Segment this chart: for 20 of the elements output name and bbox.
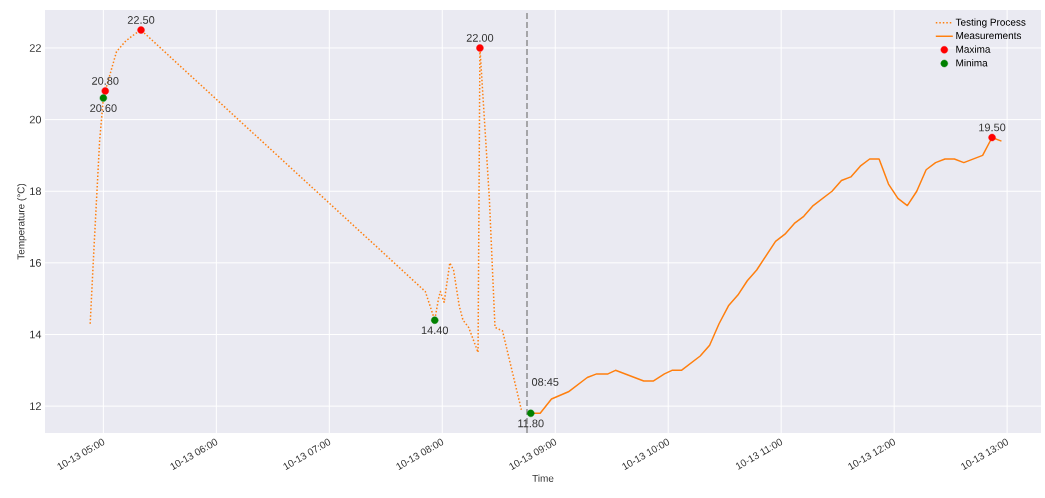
legend-label: Measurements xyxy=(956,32,1022,40)
data-label: 20.60 xyxy=(90,104,117,113)
y-tick-label: 20 xyxy=(29,115,42,124)
legend-label: Minima xyxy=(956,59,988,67)
data-label: 22.50 xyxy=(127,16,155,24)
ref-line-label: 08:45 xyxy=(531,378,559,386)
data-label: 22.00 xyxy=(466,34,494,42)
y-tick-label: 18 xyxy=(30,187,41,196)
y-axis-title: Temperature (°C) xyxy=(17,183,27,260)
y-tick-label: 14 xyxy=(30,330,42,339)
y-tick-label: 22 xyxy=(29,44,41,52)
y-tick-label: 12 xyxy=(30,402,41,410)
data-label: 11.80 xyxy=(518,419,544,428)
data-label: 14.40 xyxy=(421,326,449,335)
legend-label: Maxima xyxy=(956,45,991,53)
x-axis-title: Time xyxy=(532,474,554,482)
legend-label: Testing Process xyxy=(955,18,1026,28)
data-label: 20.80 xyxy=(92,77,119,85)
data-label: 19.50 xyxy=(979,123,1006,132)
y-tick-label: 16 xyxy=(30,259,41,267)
